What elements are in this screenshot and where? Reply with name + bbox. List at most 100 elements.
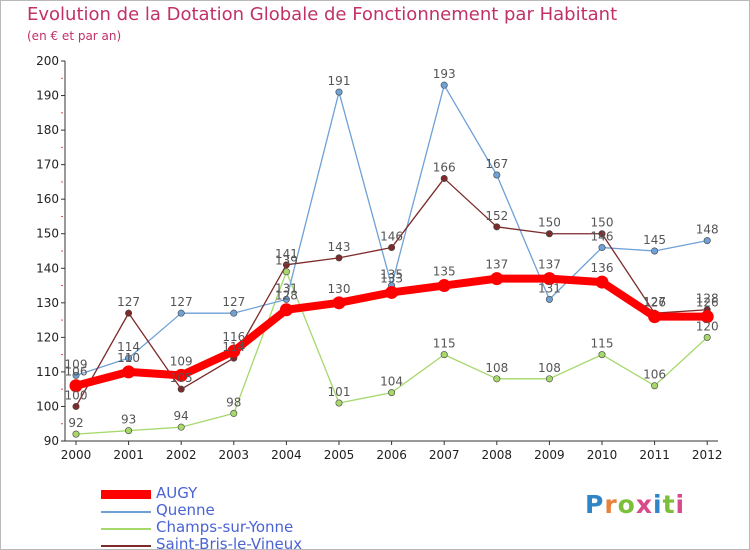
data-label: 98 xyxy=(226,395,241,409)
data-point xyxy=(227,344,241,358)
data-label: 127 xyxy=(643,295,666,309)
x-tick-label: 2007 xyxy=(429,448,460,462)
data-point xyxy=(651,247,659,255)
data-label: 130 xyxy=(328,282,351,296)
y-tick-label: 110 xyxy=(36,365,59,379)
data-point xyxy=(72,430,80,438)
data-point xyxy=(545,230,553,238)
data-label: 120 xyxy=(696,319,719,333)
data-point xyxy=(648,310,662,324)
x-tick-label: 2005 xyxy=(324,448,355,462)
data-point xyxy=(493,223,501,231)
y-tick-label: 180 xyxy=(36,123,59,137)
data-point xyxy=(388,389,396,397)
data-label: 135 xyxy=(380,268,403,282)
data-label: 109 xyxy=(65,357,88,371)
data-point xyxy=(230,409,238,417)
data-label: 100 xyxy=(65,388,88,402)
data-point xyxy=(493,375,501,383)
data-label: 145 xyxy=(643,233,666,247)
data-label: 150 xyxy=(591,216,614,230)
data-point xyxy=(125,354,133,362)
data-point xyxy=(125,427,133,435)
data-label: 131 xyxy=(538,281,561,295)
y-tick-label: 130 xyxy=(36,296,59,310)
x-tick-label: 2010 xyxy=(587,448,618,462)
data-point xyxy=(177,309,185,317)
data-label: 139 xyxy=(275,254,298,268)
data-point xyxy=(69,379,83,393)
data-point xyxy=(282,295,290,303)
legend-item: Quenne xyxy=(101,501,361,520)
data-label: 137 xyxy=(538,258,561,272)
x-tick-label: 2011 xyxy=(639,448,670,462)
data-label: 126 xyxy=(643,296,666,310)
data-label: 108 xyxy=(485,361,508,375)
data-label: 146 xyxy=(591,230,614,244)
y-tick-label: 200 xyxy=(36,54,59,68)
legend-label: Champs-sur-Yonne xyxy=(156,518,294,536)
y-tick-label: 150 xyxy=(36,227,59,241)
data-point xyxy=(177,385,185,393)
data-point xyxy=(335,254,343,262)
data-point xyxy=(174,368,188,382)
data-label: 133 xyxy=(380,271,403,285)
data-point xyxy=(72,402,80,410)
data-point xyxy=(493,171,501,179)
data-label: 146 xyxy=(380,230,403,244)
data-point xyxy=(440,174,448,182)
data-label: 135 xyxy=(433,265,456,279)
y-tick-label: 170 xyxy=(36,158,59,172)
x-tick-label: 2002 xyxy=(166,448,197,462)
data-label: 104 xyxy=(380,375,403,389)
data-point xyxy=(545,375,553,383)
data-label: 106 xyxy=(65,365,88,379)
y-tick-label: 120 xyxy=(36,330,59,344)
data-label: 128 xyxy=(696,292,719,306)
y-tick-label: 100 xyxy=(36,399,59,413)
data-label: 93 xyxy=(121,413,136,427)
chart-subtitle: (en € et par an) xyxy=(27,29,122,43)
data-label: 131 xyxy=(275,281,298,295)
data-label: 136 xyxy=(591,261,614,275)
legend-swatch xyxy=(101,545,151,547)
legend-swatch xyxy=(101,490,151,499)
data-label: 101 xyxy=(328,385,351,399)
data-label: 127 xyxy=(170,295,193,309)
data-label: 166 xyxy=(433,160,456,174)
data-point xyxy=(598,230,606,238)
data-label: 108 xyxy=(538,361,561,375)
data-label: 116 xyxy=(222,330,245,344)
data-point xyxy=(282,261,290,269)
x-tick-label: 2000 xyxy=(61,448,92,462)
x-tick-label: 2003 xyxy=(219,448,250,462)
y-tick-label: 140 xyxy=(36,261,59,275)
data-label: 137 xyxy=(485,258,508,272)
data-label: 127 xyxy=(117,295,140,309)
x-tick-label: 2001 xyxy=(113,448,144,462)
chart-axes: 90 100 110 120 130 140 150 160 170 180 190 200 2000 2… xyxy=(36,54,722,462)
data-point xyxy=(545,295,553,303)
legend-swatch xyxy=(101,528,151,530)
data-point xyxy=(440,351,448,359)
y-tick-label: 160 xyxy=(36,192,59,206)
data-label: 115 xyxy=(591,337,614,351)
data-point xyxy=(335,88,343,96)
data-label: 127 xyxy=(222,295,245,309)
data-point xyxy=(388,244,396,252)
y-tick-label: 90 xyxy=(44,434,59,448)
legend-item: Saint-Bris-le-Vineux xyxy=(101,535,361,549)
data-label: 105 xyxy=(170,371,193,385)
series-layer xyxy=(69,81,714,438)
data-point xyxy=(230,309,238,317)
data-label: 114 xyxy=(117,340,140,354)
x-tick-label: 2008 xyxy=(482,448,513,462)
data-point xyxy=(595,275,609,289)
data-point xyxy=(332,296,346,310)
data-point xyxy=(125,309,133,317)
legend-label: Quenne xyxy=(156,501,215,519)
legend-label: AUGY xyxy=(156,484,198,502)
data-point xyxy=(72,371,80,379)
